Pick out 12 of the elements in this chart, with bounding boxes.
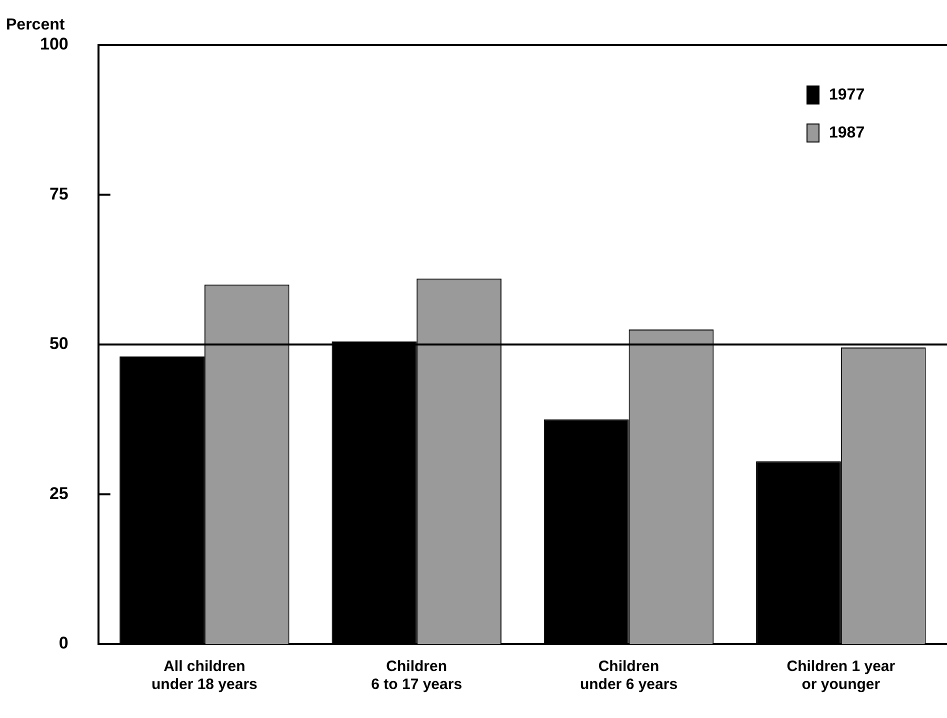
y-tick-label: 75 bbox=[49, 184, 68, 204]
x-tick-label: Children 6 to 17 years bbox=[371, 658, 462, 694]
y-tick-label: 100 bbox=[40, 34, 68, 54]
y-tick-label: 25 bbox=[49, 484, 68, 503]
y-tick-label: 50 bbox=[49, 334, 68, 354]
legend-label: 1987 bbox=[829, 124, 865, 142]
y-tick-label: 0 bbox=[58, 634, 68, 653]
x-tick-label: Children under 6 years bbox=[580, 658, 678, 694]
x-tick-label: Children 1 year or younger bbox=[786, 658, 896, 694]
x-tick-label: All children under 18 years bbox=[151, 658, 258, 694]
legend-label: 1977 bbox=[829, 86, 865, 104]
y-axis-title: Percent bbox=[6, 16, 66, 34]
